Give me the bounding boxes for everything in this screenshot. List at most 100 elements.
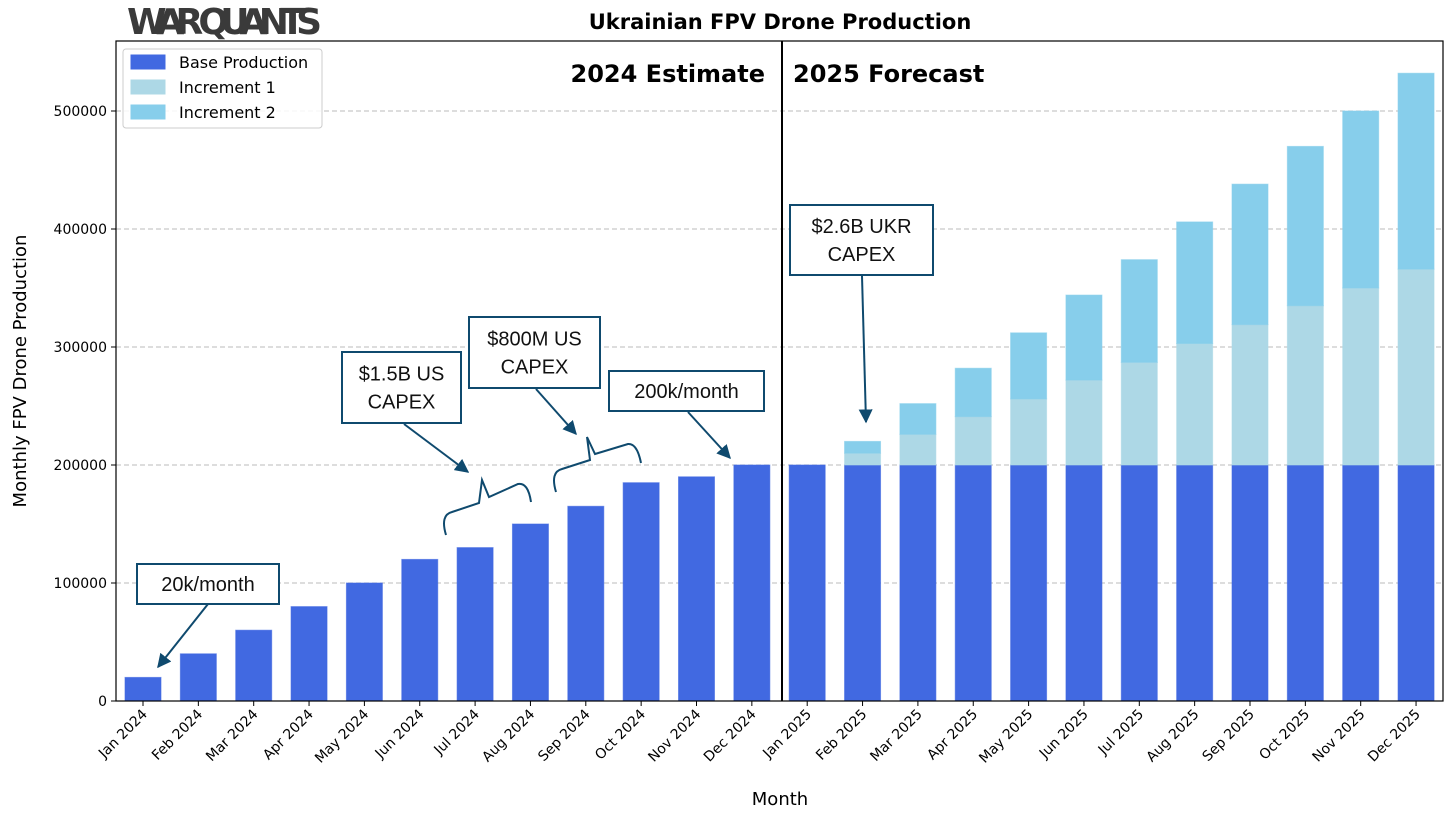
bar-base-production xyxy=(1342,464,1380,702)
legend-label: Increment 1 xyxy=(179,78,276,97)
bar-base-production xyxy=(733,464,771,702)
bar-base-production xyxy=(622,482,660,702)
y-tick-label: 300000 xyxy=(54,340,107,356)
y-tick-label: 100000 xyxy=(54,576,107,592)
y-tick-label: 500000 xyxy=(54,104,107,120)
bar-base-production xyxy=(124,676,162,702)
y-axis-label: Monthly FPV Drone Production xyxy=(10,235,31,508)
x-tick-label: Oct 2025 xyxy=(1256,707,1313,764)
bar-base-production xyxy=(954,464,992,702)
brace xyxy=(443,476,532,536)
bar-base-production xyxy=(844,464,882,702)
x-tick-label: Sep 2025 xyxy=(1200,707,1258,765)
legend-label: Increment 2 xyxy=(179,103,276,122)
chart-title: Ukrainian FPV Drone Production xyxy=(589,10,972,34)
x-tick-label: Oct 2024 xyxy=(592,706,649,763)
annotation: 200k/month xyxy=(608,370,765,460)
bar-base-production xyxy=(401,558,439,702)
x-tick-label: May 2024 xyxy=(312,706,372,766)
plot-frame xyxy=(115,40,1444,702)
bar-increment-1 xyxy=(954,416,992,466)
x-tick-label: May 2025 xyxy=(976,707,1036,767)
bar-increment-2 xyxy=(1231,183,1269,326)
bar-increment-1 xyxy=(1342,287,1380,466)
annotation-box xyxy=(608,370,765,412)
bar-increment-2 xyxy=(1342,110,1380,289)
annotation-text: $2.6B UKR xyxy=(811,216,911,238)
bar-base-production xyxy=(1397,464,1435,702)
x-tick-label: Jul 2025 xyxy=(1095,707,1147,759)
x-axis-label: Month xyxy=(752,789,808,810)
x-tick-label: Jan 2024 xyxy=(95,706,151,762)
y-tick-label: 400000 xyxy=(54,222,107,238)
legend-label: Base Production xyxy=(179,53,308,72)
annotation-box xyxy=(136,563,280,605)
bar-base-production xyxy=(1065,464,1103,702)
bar-increment-2 xyxy=(1120,259,1158,363)
annotation-text: $800M US xyxy=(487,329,582,351)
annotation: $800M US CAPEX xyxy=(468,316,601,436)
bar-increment-2 xyxy=(1286,145,1324,307)
annotation: 20k/month xyxy=(136,563,280,669)
bar-increment-2 xyxy=(1065,294,1103,381)
annotation-box xyxy=(341,351,462,424)
bar-increment-2 xyxy=(1397,72,1435,270)
bar-base-production xyxy=(1176,464,1214,702)
bar-base-production xyxy=(345,582,383,702)
annotation-arrow xyxy=(858,275,873,424)
x-tick-label: Jul 2024 xyxy=(431,706,483,758)
bar-increment-1 xyxy=(1286,305,1324,466)
x-tick-label: Sep 2024 xyxy=(535,706,593,764)
region-label-2024: 2024 Estimate xyxy=(571,60,765,88)
bar-base-production xyxy=(235,629,273,702)
bar-base-production xyxy=(899,464,937,702)
annotation-text: CAPEX xyxy=(828,244,896,266)
legend-swatch xyxy=(130,54,166,70)
x-tick-label: Nov 2024 xyxy=(645,706,704,765)
y-tick-label: 200000 xyxy=(54,458,107,474)
x-tick-label: Feb 2024 xyxy=(149,706,206,763)
x-tick-label: Apr 2024 xyxy=(260,706,317,763)
bar-base-production xyxy=(1286,464,1324,702)
bar-base-production xyxy=(179,653,217,702)
bar-increment-1 xyxy=(1065,379,1103,466)
x-tick-label: Aug 2025 xyxy=(1143,707,1202,766)
annotation-arrow xyxy=(403,423,470,473)
x-tick-label: Aug 2024 xyxy=(479,706,538,765)
bar-base-production xyxy=(511,523,549,702)
bar-increment-1 xyxy=(1120,361,1158,466)
annotation-text: 20k/month xyxy=(161,574,254,596)
x-tick-label: Mar 2024 xyxy=(203,706,261,764)
bar-increment-2 xyxy=(844,440,882,454)
x-tick-label: Apr 2025 xyxy=(924,707,981,764)
bar-increment-2 xyxy=(954,367,992,418)
x-tick-label: Mar 2025 xyxy=(867,707,925,765)
annotation-text: CAPEX xyxy=(501,357,569,379)
annotation-box xyxy=(468,316,601,389)
bar-increment-1 xyxy=(844,452,882,466)
bar-base-production xyxy=(678,476,715,702)
x-tick-label: Jan 2025 xyxy=(759,707,815,763)
annotation: $2.6B UKR CAPEX xyxy=(789,204,934,424)
legend-swatch xyxy=(130,104,166,120)
bar-base-production xyxy=(1010,464,1048,702)
bar-increment-1 xyxy=(1397,268,1435,466)
bar-increment-1 xyxy=(1176,342,1214,466)
annotation-text: CAPEX xyxy=(368,392,436,414)
annotation-arrow xyxy=(157,603,209,669)
annotation-box xyxy=(789,204,934,276)
legend-swatch xyxy=(130,79,166,95)
bar-base-production xyxy=(1120,464,1158,702)
region-label-2025: 2025 Forecast xyxy=(793,60,984,88)
bar-base-production xyxy=(788,464,826,702)
x-tick-label: Dec 2025 xyxy=(1365,707,1424,766)
brace xyxy=(553,436,642,493)
legend: Base Production Increment 1 Increment 2 xyxy=(122,48,323,129)
bar-increment-2 xyxy=(1010,332,1048,400)
bar-increment-1 xyxy=(1231,324,1269,466)
annotation-text: $1.5B US xyxy=(359,364,445,386)
bar-base-production xyxy=(456,547,494,702)
bar-base-production xyxy=(290,606,328,702)
x-tick-label: Jun 2024 xyxy=(372,706,428,762)
